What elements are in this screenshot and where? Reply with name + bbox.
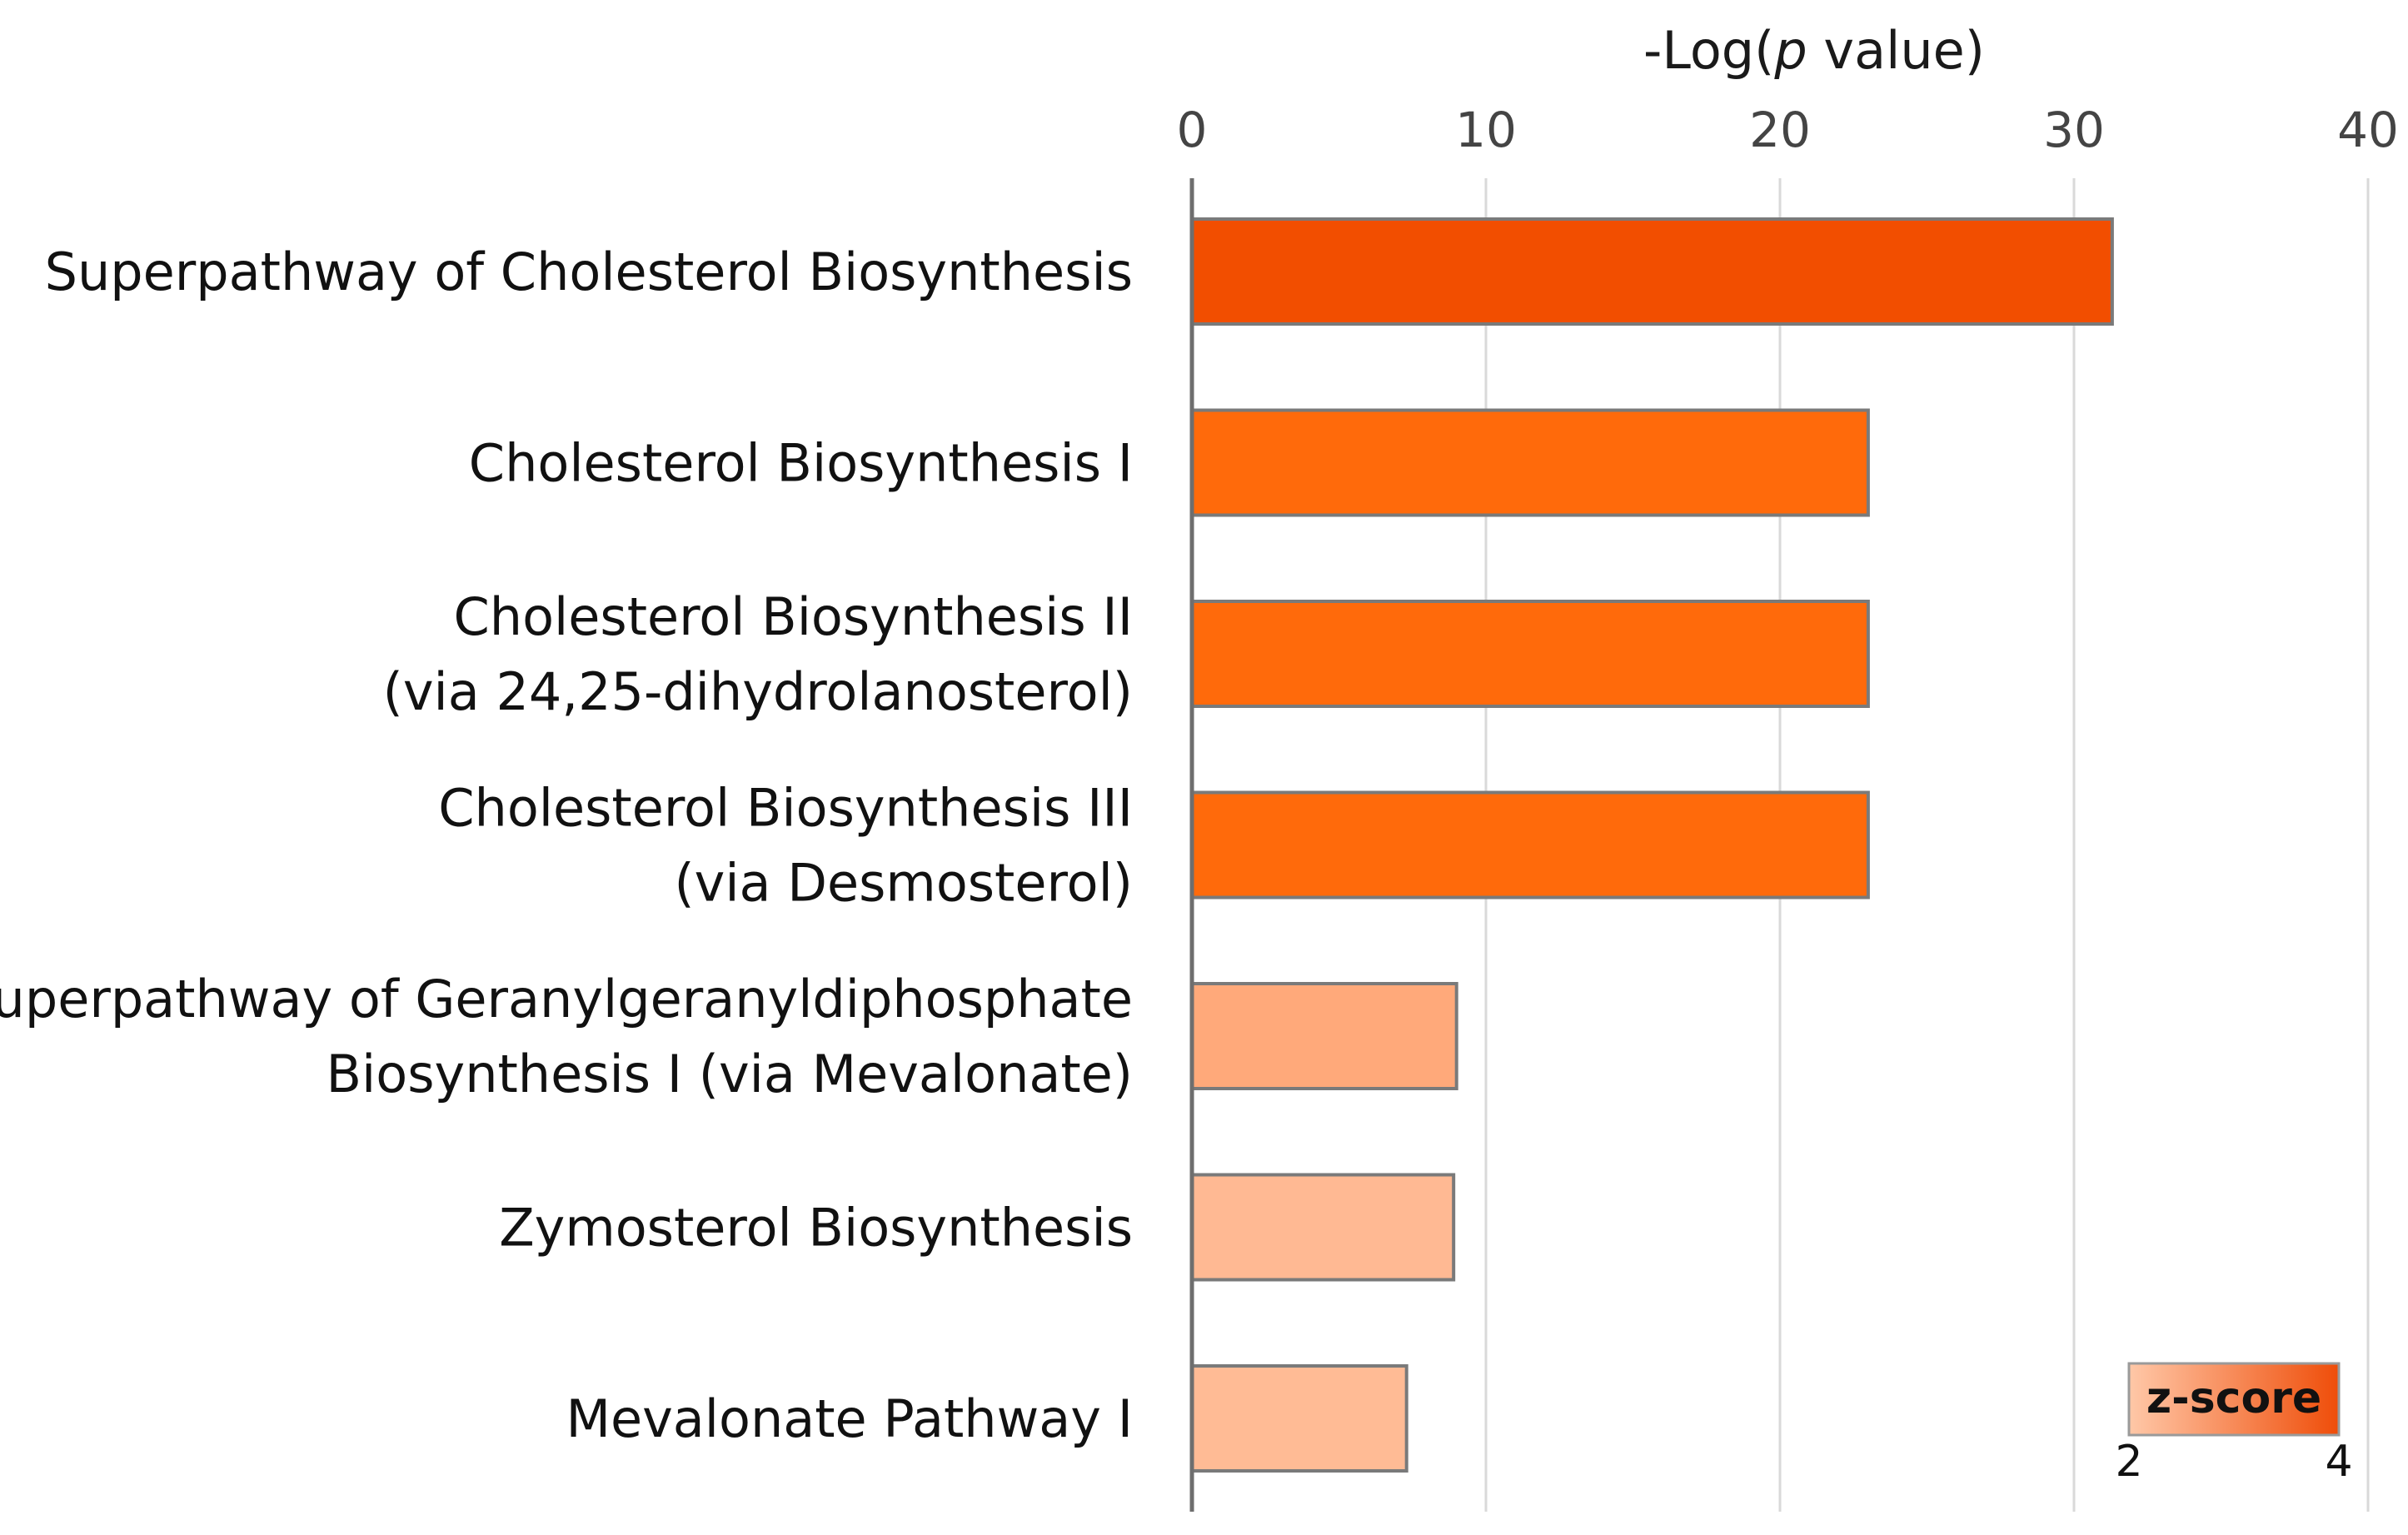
x-tick-label: 0	[1177, 102, 1208, 158]
legend-title: z-score	[2146, 1373, 2321, 1423]
bars	[1190, 217, 2114, 1473]
bar	[1190, 982, 1458, 1090]
bar	[1190, 217, 2114, 326]
bar	[1190, 600, 1870, 708]
category-label: Mevalonate Pathway I	[566, 1388, 1133, 1449]
x-tick-label: 30	[2043, 102, 2105, 158]
legend-max-label: 4	[2325, 1437, 2352, 1487]
category-label: Superpathway of Geranylgeranyldiphosphat…	[0, 969, 1133, 1104]
x-tick-labels: 0 10 20 30 40	[1177, 102, 2399, 158]
category-label: Cholesterol Biosynthesis II (via 24,25-di…	[383, 586, 1133, 722]
z-score-legend: z-score 2 4	[2115, 1362, 2353, 1487]
category-label: Cholesterol Biosynthesis I	[469, 433, 1133, 494]
x-tick-label: 10	[1455, 102, 1517, 158]
x-tick-label: 40	[2337, 102, 2399, 158]
x-tick-label: 20	[1749, 102, 1811, 158]
bar	[1190, 790, 1870, 900]
legend-gradient-bar	[2127, 1362, 2341, 1437]
bar	[1190, 1364, 1408, 1473]
category-label: Zymosterol Biosynthesis	[499, 1198, 1133, 1258]
category-labels: Superpathway of Cholesterol Biosynthesis…	[0, 242, 1133, 1449]
bar	[1190, 1173, 1456, 1282]
category-label: Superpathway of Cholesterol Biosynthesis	[45, 242, 1133, 302]
x-axis-title: -Log(p value)	[1643, 20, 1985, 81]
bar	[1190, 408, 1870, 517]
category-label: Cholesterol Biosynthesis III (via Desmost…	[438, 778, 1133, 914]
legend-min-label: 2	[2115, 1437, 2142, 1487]
